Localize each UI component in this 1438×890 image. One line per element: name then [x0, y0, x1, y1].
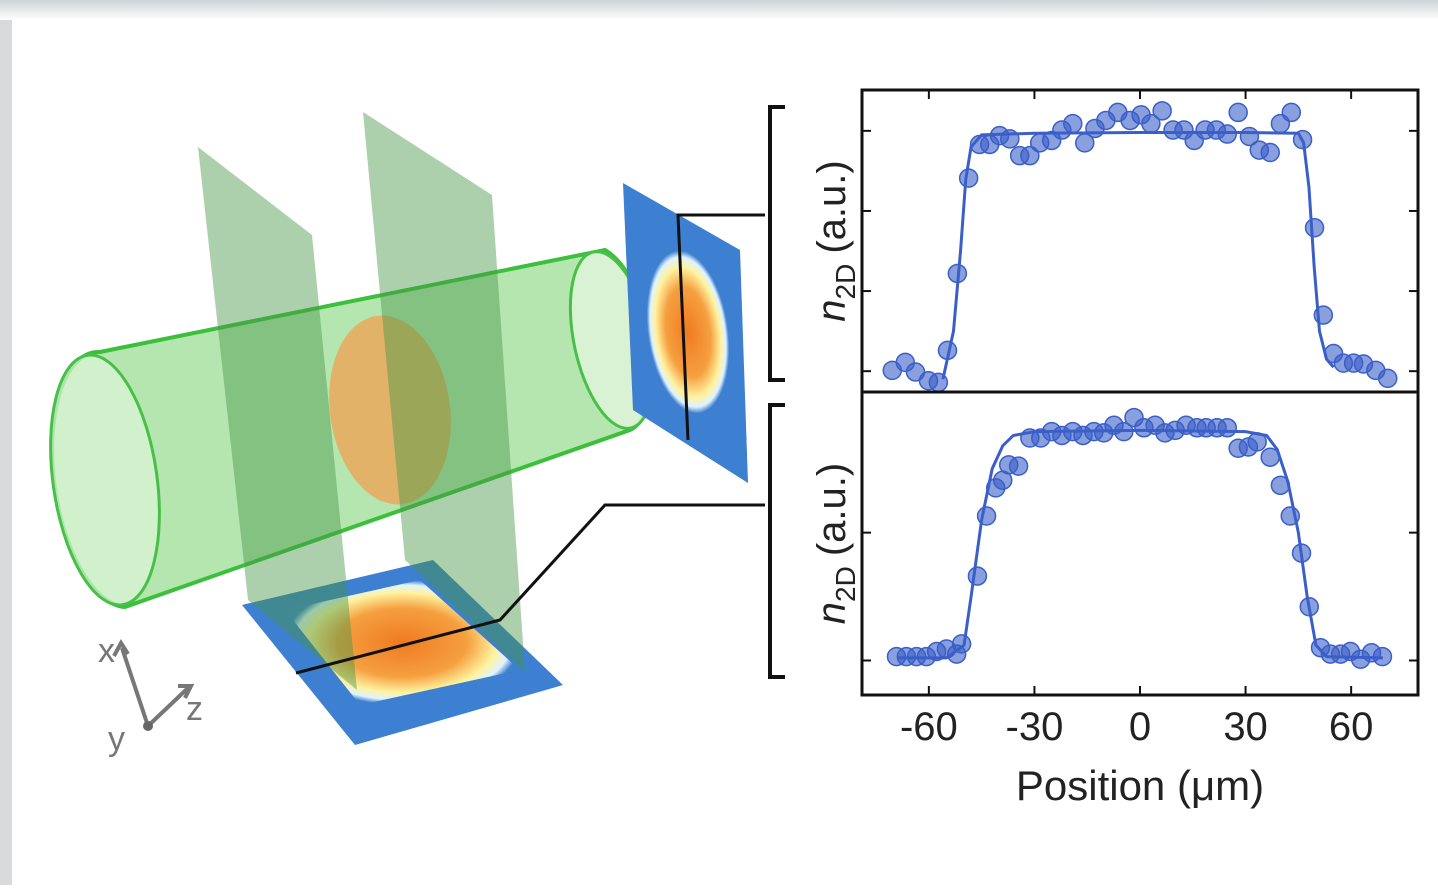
- data-point: [1261, 143, 1279, 161]
- data-point: [1271, 476, 1289, 494]
- axes-glyph: [114, 643, 191, 726]
- data-point: [1010, 457, 1028, 475]
- x-axis-label: Position (μm): [1016, 762, 1264, 809]
- data-point: [1261, 448, 1279, 466]
- fit-line: [943, 132, 1334, 379]
- axis-name: z: [186, 690, 203, 728]
- data-point: [1294, 131, 1312, 149]
- data-point: [1153, 102, 1171, 120]
- data-point: [929, 373, 947, 391]
- frame-edge: [0, 0, 12, 885]
- axis-name: x: [98, 632, 115, 670]
- x-tick-label: 30: [1223, 705, 1268, 749]
- fit-line: [897, 430, 1383, 658]
- data-point: [1379, 369, 1397, 387]
- data-point: [1248, 433, 1266, 451]
- x-tick-label: 0: [1129, 705, 1151, 749]
- data-point: [978, 507, 996, 525]
- data-point: [939, 341, 957, 359]
- data-point: [1218, 419, 1236, 437]
- illustration: x y z: [36, 107, 785, 758]
- x-tick-label: 60: [1329, 705, 1374, 749]
- data-point: [1293, 544, 1311, 562]
- y-label-subscript: 2D: [830, 566, 861, 602]
- y-axis-label: n2D (a.u.): [810, 160, 861, 321]
- data-point: [1314, 306, 1332, 324]
- data-point: [968, 567, 986, 585]
- bracket: [770, 107, 785, 677]
- y-axis-label: n2D (a.u.): [810, 463, 861, 624]
- y-label-symbol: n: [810, 299, 854, 321]
- y-label-unit: (a.u.): [810, 463, 854, 556]
- data-point: [1373, 648, 1391, 666]
- figure: x y z n2D(a.u.)-60-3003060n2D(a.u.)Posit…: [0, 0, 1438, 885]
- x-tick-label: -30: [1006, 705, 1064, 749]
- data-point: [1300, 598, 1318, 616]
- data-point: [1281, 507, 1299, 525]
- data-point: [1001, 130, 1019, 148]
- y-label-symbol: n: [810, 602, 854, 624]
- data-point: [953, 635, 971, 653]
- data-point: [1282, 103, 1300, 121]
- data-point: [1218, 125, 1236, 143]
- y-label-unit: (a.u.): [810, 160, 854, 253]
- axis-name: y: [108, 720, 125, 758]
- data-point: [1306, 219, 1324, 237]
- data-point: [1064, 115, 1082, 133]
- y-label-subscript: 2D: [830, 264, 861, 300]
- data-point: [1229, 103, 1247, 121]
- axes-origin: [143, 721, 153, 731]
- frame-top: [0, 0, 1438, 20]
- x-tick-label: -60: [900, 705, 958, 749]
- data-point: [960, 169, 978, 187]
- data-point: [948, 264, 966, 282]
